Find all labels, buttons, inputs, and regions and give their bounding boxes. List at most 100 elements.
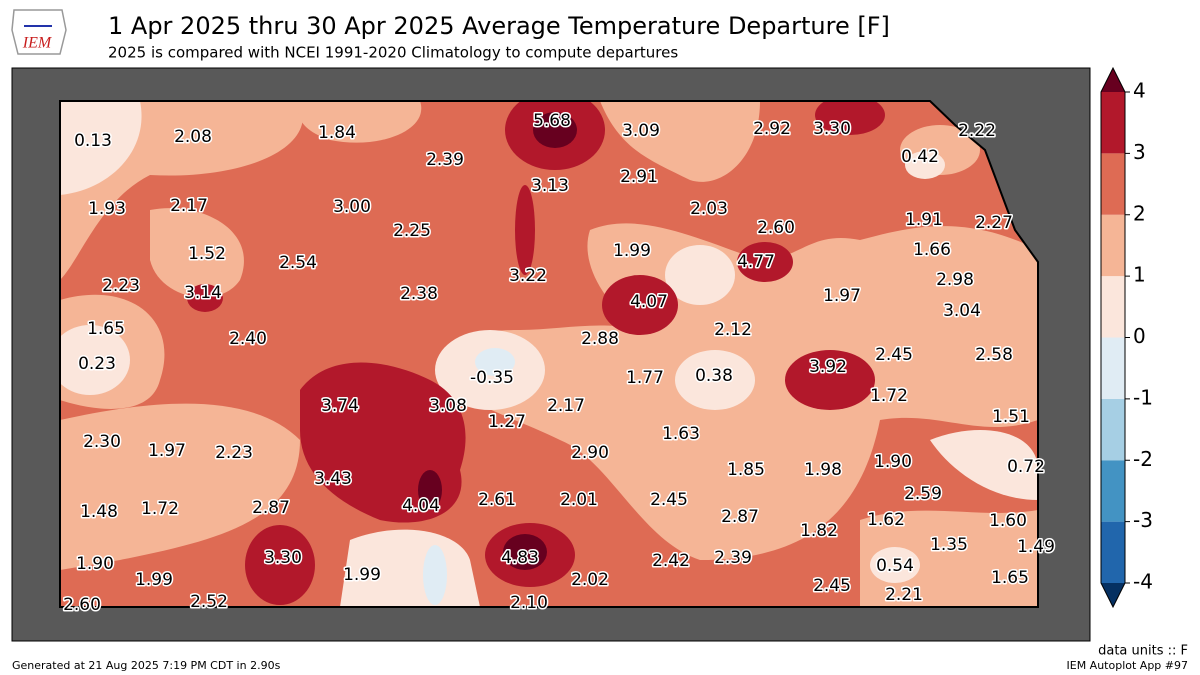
station-value: 0.13: [74, 131, 112, 151]
station-value: 1.35: [930, 535, 968, 555]
station-value: 2.45: [875, 345, 913, 365]
station-value: 0.23: [78, 354, 116, 374]
station-value: 1.97: [823, 286, 861, 306]
station-value: 3.13: [531, 176, 569, 196]
station-value: 4.04: [402, 496, 440, 516]
contour-field: [60, 101, 1038, 607]
generated-note: Generated at 21 Aug 2025 7:19 PM CDT in …: [12, 659, 281, 672]
station-value: 2.98: [936, 270, 974, 290]
station-value: 1.90: [874, 452, 912, 472]
colorbar-over: [1101, 68, 1125, 92]
station-value: 2.12: [714, 320, 752, 340]
station-value: 2.45: [813, 576, 851, 596]
station-value: 0.72: [1007, 457, 1045, 477]
station-value: 1.77: [626, 368, 664, 388]
station-value: 2.92: [753, 119, 791, 139]
station-value: 1.62: [867, 510, 905, 530]
station-value: 3.04: [943, 301, 981, 321]
station-value: 4.07: [630, 292, 668, 312]
station-value: 3.30: [813, 119, 851, 139]
station-value: 1.99: [613, 241, 651, 261]
state-border: [59, 100, 1039, 608]
station-value: -0.35: [470, 368, 514, 388]
colorbar-bin: [1101, 521, 1125, 583]
station-value: 2.90: [571, 443, 609, 463]
station-value: 2.27: [975, 213, 1013, 233]
station-value: 2.23: [102, 276, 140, 296]
station-value: 2.39: [426, 150, 464, 170]
station-labels: 0.13 2.08 1.84 2.39 5.68 3.09 2.92 3.30 2.22 0.42…: [62, 110, 1057, 617]
colorbar-tick-label: 0: [1133, 324, 1146, 348]
station-value: 1.91: [905, 210, 943, 230]
station-value: 2.59: [904, 484, 942, 504]
station-value: 2.22: [958, 121, 996, 141]
colorbar-tick-label: -1: [1133, 385, 1153, 409]
station-value: 3.92: [809, 357, 847, 377]
colorbar-tick-label: -3: [1133, 508, 1153, 532]
station-value: 2.30: [83, 432, 121, 452]
colorbar: -4 -3 -2 -1 0 1 2 3 4: [1100, 66, 1153, 609]
station-value: 1.49: [1017, 537, 1055, 557]
station-value: 2.03: [690, 199, 728, 219]
colorbar-bin: [1101, 214, 1125, 277]
units-note: data units :: F: [1098, 644, 1188, 659]
station-value: 5.68: [533, 111, 571, 131]
station-value: 1.72: [141, 499, 179, 519]
station-value: 4.83: [501, 548, 539, 568]
colorbar-bin: [1101, 398, 1125, 461]
station-value: 3.43: [314, 469, 352, 489]
station-value: 3.09: [622, 121, 660, 141]
colorbar-tick-label: 2: [1133, 201, 1146, 225]
colorbar-tick-label: -4: [1133, 570, 1153, 594]
station-value: 1.65: [87, 319, 125, 339]
station-value: 2.08: [174, 127, 212, 147]
station-value: 1.82: [800, 521, 838, 541]
logo-text: IEM: [22, 35, 53, 52]
station-value: 1.72: [870, 386, 908, 406]
station-value: 2.61: [478, 490, 516, 510]
station-value: 2.17: [170, 196, 208, 216]
station-value: 0.42: [901, 147, 939, 167]
map-subtitle: 2025 is compared with NCEI 1991-2020 Cli…: [108, 44, 678, 62]
station-value: 1.97: [148, 441, 186, 461]
station-value: 3.08: [429, 396, 467, 416]
colorbar-tick-label: 1: [1133, 263, 1146, 287]
station-value: 0.38: [695, 366, 733, 386]
station-value: 1.27: [488, 412, 526, 432]
station-value: 3.74: [321, 396, 359, 416]
map-title: 1 Apr 2025 thru 30 Apr 2025 Average Temp…: [108, 12, 890, 40]
colorbar-bin: [1101, 153, 1125, 215]
station-value: 2.38: [400, 284, 438, 304]
station-value: 1.48: [80, 502, 118, 522]
station-value: 1.93: [88, 199, 126, 219]
station-value: 2.54: [279, 253, 317, 273]
station-value: 2.17: [547, 396, 585, 416]
station-value: 2.58: [975, 345, 1013, 365]
station-value: 2.39: [714, 548, 752, 568]
station-value: 1.63: [662, 424, 700, 444]
app-note: IEM Autoplot App #97: [1067, 659, 1189, 672]
station-value: 1.84: [318, 123, 356, 143]
colorbar-bin: [1101, 92, 1125, 154]
station-value: 2.87: [252, 498, 290, 518]
station-value: 2.60: [63, 595, 101, 615]
colorbar-bin: [1101, 276, 1125, 338]
station-value: 2.52: [190, 592, 228, 612]
station-value: 2.45: [650, 490, 688, 510]
colorbar-tick-label: 4: [1133, 79, 1146, 103]
station-value: 1.51: [992, 407, 1030, 427]
station-value: 3.00: [333, 197, 371, 217]
station-value: 2.10: [510, 593, 548, 613]
station-value: 1.52: [188, 244, 226, 264]
station-value: 1.98: [804, 460, 842, 480]
station-value: 2.21: [885, 585, 923, 605]
station-value: 1.60: [989, 511, 1027, 531]
station-value: 2.88: [581, 329, 619, 349]
station-value: 2.25: [393, 221, 431, 241]
colorbar-bin: [1101, 460, 1125, 522]
colorbar-tick-label: 3: [1133, 140, 1146, 164]
station-value: 3.30: [264, 548, 302, 568]
colorbar-bin: [1101, 337, 1125, 399]
station-value: 1.66: [913, 240, 951, 260]
